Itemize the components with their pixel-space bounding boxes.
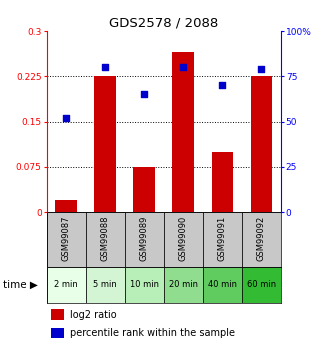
Text: 5 min: 5 min: [93, 280, 117, 289]
Bar: [203, 267, 242, 303]
Bar: [125, 267, 164, 303]
Text: GSM99087: GSM99087: [62, 216, 71, 261]
Text: time ▶: time ▶: [3, 280, 38, 290]
Text: 20 min: 20 min: [169, 280, 198, 289]
Point: [181, 65, 186, 70]
Text: 60 min: 60 min: [247, 280, 276, 289]
Point: [220, 82, 225, 88]
Text: GSM99089: GSM99089: [140, 216, 149, 261]
Text: GSM99091: GSM99091: [218, 216, 227, 261]
Text: 2 min: 2 min: [54, 280, 78, 289]
Bar: [251, 76, 272, 212]
Bar: [164, 212, 203, 267]
Bar: [86, 267, 125, 303]
Bar: [203, 212, 242, 267]
Text: 10 min: 10 min: [130, 280, 159, 289]
Text: log2 ratio: log2 ratio: [70, 310, 117, 320]
Title: GDS2578 / 2088: GDS2578 / 2088: [109, 17, 218, 30]
Text: GSM99090: GSM99090: [179, 216, 188, 261]
Bar: [242, 267, 281, 303]
Point: [64, 115, 69, 121]
Bar: [47, 212, 86, 267]
Bar: [164, 267, 203, 303]
Point: [142, 92, 147, 97]
Text: 40 min: 40 min: [208, 280, 237, 289]
Bar: [242, 212, 281, 267]
Point: [102, 65, 108, 70]
Bar: [125, 212, 164, 267]
Bar: [94, 76, 116, 212]
Bar: [47, 267, 86, 303]
Bar: [212, 152, 233, 212]
Bar: [172, 52, 194, 212]
Bar: [86, 212, 125, 267]
Text: GSM99088: GSM99088: [100, 216, 110, 261]
Bar: [55, 200, 77, 212]
Point: [259, 66, 264, 72]
Bar: [134, 167, 155, 212]
Text: GSM99092: GSM99092: [257, 216, 266, 261]
Bar: [51, 327, 64, 338]
Bar: [51, 309, 64, 320]
Text: percentile rank within the sample: percentile rank within the sample: [70, 328, 235, 338]
